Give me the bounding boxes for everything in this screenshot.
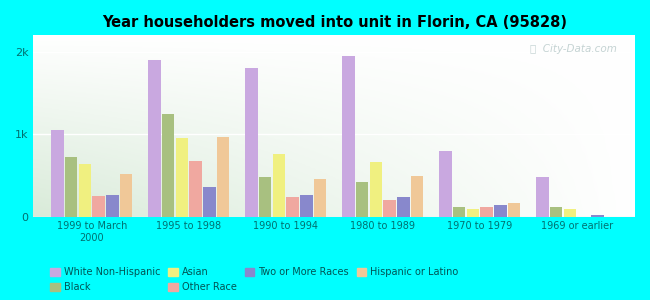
Bar (272, 154, 285, 217)
Bar (397, 197, 410, 217)
Bar (314, 179, 326, 217)
Bar (203, 187, 216, 217)
Bar (92, 196, 105, 217)
Text: ⓘ  City-Data.com: ⓘ City-Data.com (530, 44, 617, 54)
Bar (384, 200, 396, 217)
Bar (148, 60, 161, 217)
Bar (286, 197, 299, 217)
Bar (65, 157, 77, 217)
Bar (259, 177, 272, 217)
Bar (162, 114, 174, 217)
Bar (564, 209, 577, 217)
Bar (508, 202, 521, 217)
Bar (106, 195, 119, 217)
Bar (216, 137, 229, 217)
Bar (120, 174, 133, 217)
Bar (370, 162, 382, 217)
Bar (356, 182, 369, 217)
Bar (51, 130, 64, 217)
Bar (411, 176, 423, 217)
Bar (176, 138, 188, 217)
Bar (189, 160, 202, 217)
Bar (79, 164, 91, 217)
Bar (245, 68, 257, 217)
Bar (591, 215, 604, 217)
Bar (300, 195, 313, 217)
Legend: White Non-Hispanic, Black, Asian, Other Race, Two or More Races, Hispanic or Lat: White Non-Hispanic, Black, Asian, Other … (50, 267, 458, 292)
Bar (494, 205, 507, 217)
Bar (536, 177, 549, 217)
Bar (480, 208, 493, 217)
Bar (467, 209, 479, 217)
Title: Year householders moved into unit in Florin, CA (95828): Year householders moved into unit in Flo… (102, 15, 567, 30)
Bar (439, 151, 452, 217)
Bar (453, 207, 465, 217)
Bar (550, 207, 562, 217)
Bar (342, 56, 355, 217)
